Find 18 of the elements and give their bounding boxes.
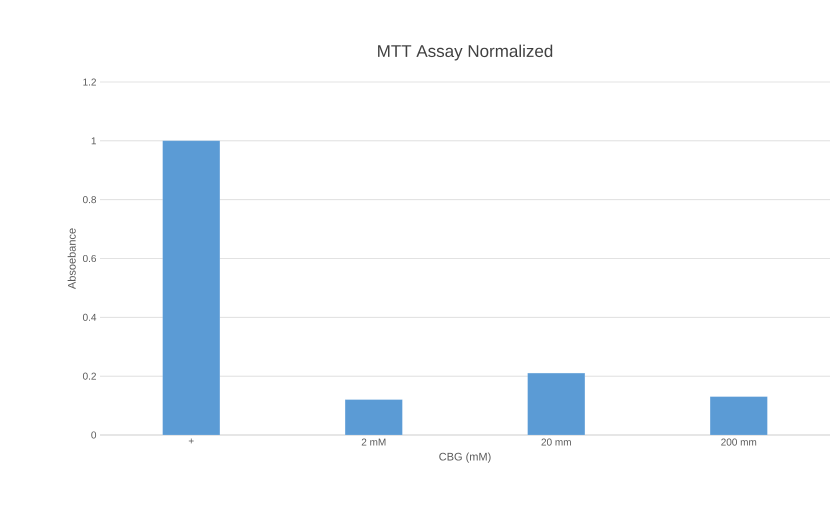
- x-tick-label: 20 mm: [541, 438, 571, 446]
- y-tick-label: 0.6: [82, 254, 96, 262]
- x-axis-title: CBG (mM): [439, 452, 491, 463]
- y-tick-label: 0.4: [82, 314, 96, 321]
- y-tick-label: 0: [91, 431, 96, 439]
- x-tick-label: 200 mm: [721, 438, 756, 446]
- x-tick-label: +: [188, 438, 194, 444]
- y-axis-title: Absoebance: [68, 228, 76, 290]
- bar: [162, 140, 220, 435]
- x-tick-label: 2 mM: [362, 438, 386, 446]
- bar: [710, 396, 768, 435]
- y-tick-label: 0.8: [82, 196, 96, 204]
- bar: [345, 400, 402, 435]
- chart-title: MTT Assay Normalized: [378, 44, 552, 60]
- bar: [528, 373, 585, 435]
- y-tick-label: 1.2: [83, 78, 96, 86]
- y-tick-label: 0.2: [82, 372, 96, 380]
- y-tick-label: 1: [92, 137, 96, 144]
